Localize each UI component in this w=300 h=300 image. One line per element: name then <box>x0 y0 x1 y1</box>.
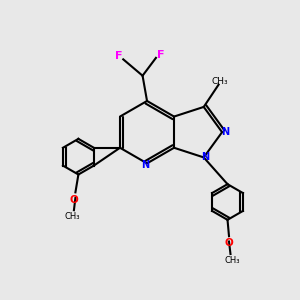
Text: CH₃: CH₃ <box>224 256 240 265</box>
Text: N: N <box>221 127 229 137</box>
Text: CH₃: CH₃ <box>65 212 80 220</box>
Text: O: O <box>70 195 78 205</box>
Text: F: F <box>115 51 122 62</box>
Text: CH₃: CH₃ <box>212 77 228 86</box>
Text: F: F <box>157 50 164 60</box>
Text: N: N <box>201 152 209 162</box>
Text: O: O <box>225 238 233 248</box>
Text: N: N <box>142 160 150 170</box>
